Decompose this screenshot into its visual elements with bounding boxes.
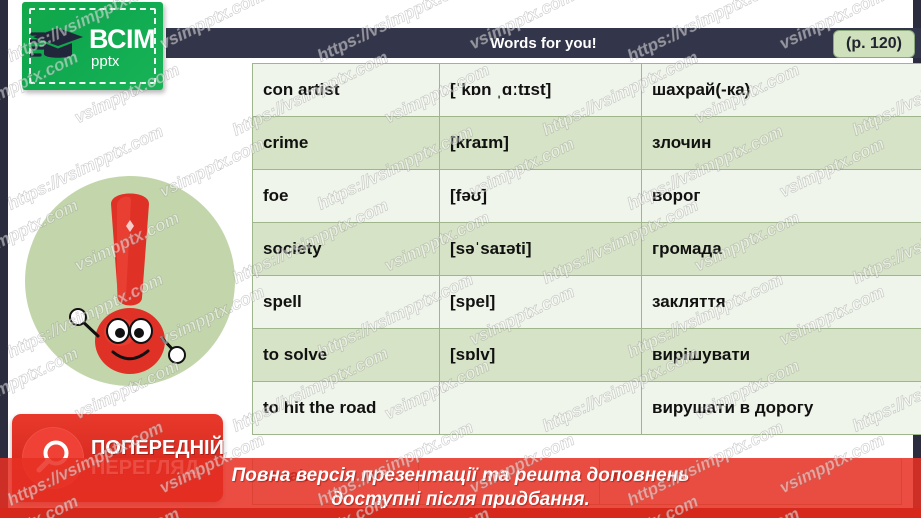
vocabulary-table-body: con artist [ˈkɒn ˌɑːtɪst] шахрай(-ка) cr… xyxy=(252,63,921,435)
table-row: con artist [ˈkɒn ˌɑːtɪst] шахрай(-ка) xyxy=(252,63,921,117)
preview-label-line1: ПОПЕРЕДНІЙ xyxy=(91,436,224,459)
term-cell: crime xyxy=(252,116,440,170)
translation-cell: вирішувати xyxy=(641,328,921,382)
table-row: foe [fəʊ] ворог xyxy=(252,169,921,223)
table-row: spell [spel] закляття xyxy=(252,275,921,329)
notice-line-1: Повна версія презентації та решта доповн… xyxy=(231,465,690,487)
term-cell: spell xyxy=(252,275,440,329)
vocabulary-table: con artist [ˈkɒn ˌɑːtɪst] шахрай(-ка) cr… xyxy=(252,63,921,435)
ipa-cell: [fəʊ] xyxy=(439,169,642,223)
translation-cell: закляття xyxy=(641,275,921,329)
exclamation-mark-character-icon xyxy=(69,193,186,374)
term-cell: to hit the road xyxy=(252,381,440,435)
logo-title: ВСІМ xyxy=(89,23,155,54)
ipa-cell: [kraɪm] xyxy=(439,116,642,170)
page-number-label: (p. 120) xyxy=(845,35,902,52)
term-cell: con artist xyxy=(252,63,440,117)
ipa-cell xyxy=(439,381,642,435)
graduation-cap-icon xyxy=(30,28,84,58)
table-row: to hit the road вирушати в дорогу xyxy=(252,381,921,435)
vsim-pptx-logo[interactable]: ВСІМ pptx xyxy=(22,2,163,90)
slide-header-bar: Words for you! (p. 120) xyxy=(166,28,921,58)
logo-dashed-border xyxy=(29,8,156,84)
term-cell: to solve xyxy=(252,328,440,382)
page-number-badge: (p. 120) xyxy=(832,30,915,58)
table-row: society [səˈsaɪəti] громада xyxy=(252,222,921,276)
ipa-cell: [səˈsaɪəti] xyxy=(439,222,642,276)
table-row: crime [kraɪm] злочин xyxy=(252,116,921,170)
page-title: Words for you! xyxy=(490,34,597,52)
translation-cell: вирушати в дорогу xyxy=(641,381,921,435)
logo-subtitle: pptx xyxy=(91,52,120,70)
ipa-cell: [ˈkɒn ˌɑːtɪst] xyxy=(439,63,642,117)
translation-cell: громада xyxy=(641,222,921,276)
translation-cell: злочин xyxy=(641,116,921,170)
notice-bottom-strip xyxy=(0,508,921,518)
term-cell: society xyxy=(252,222,440,276)
mascot-circle-backdrop xyxy=(25,176,235,386)
ipa-cell: [spel] xyxy=(439,275,642,329)
ipa-cell: [sɒlv] xyxy=(439,328,642,382)
table-row: to solve [sɒlv] вирішувати xyxy=(252,328,921,382)
translation-cell: шахрай(-ка) xyxy=(641,63,921,117)
term-cell: foe xyxy=(252,169,440,223)
notice-line-2: доступні після придбання. xyxy=(331,489,590,510)
translation-cell: ворог xyxy=(641,169,921,223)
